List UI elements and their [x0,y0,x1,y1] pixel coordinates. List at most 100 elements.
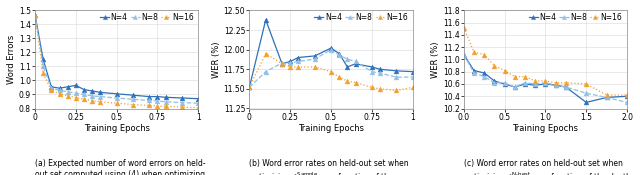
N=4 [480,72,488,74]
N=8 [195,102,202,104]
N=16 [352,82,360,84]
N=16 [113,102,120,104]
Text: (b) Word error rates on held-out set when
optimizing $\mathcal{L}^{\rm Sample}$ : (b) Word error rates on held-out set whe… [250,159,418,175]
Y-axis label: Word Errors: Word Errors [7,35,16,84]
N=8 [31,14,39,16]
N=16 [278,63,286,65]
N=8 [500,82,508,84]
N=4 [31,14,39,16]
N=4 [246,86,253,88]
N=16 [129,104,137,106]
N=16 [460,27,468,29]
N=8 [352,60,360,62]
N=4 [603,96,611,99]
Line: N=16: N=16 [247,51,415,93]
N=4 [490,80,498,82]
N=4 [562,86,570,88]
N=4 [145,96,153,98]
N=16 [603,94,611,96]
N=4 [470,69,478,72]
N=16 [311,66,319,68]
N=4 [113,93,120,95]
N=8 [72,92,80,94]
N=4 [178,97,186,99]
N=8 [541,82,549,84]
N=4 [72,84,80,86]
N=16 [470,51,478,53]
N=16 [582,83,590,85]
N=4 [129,94,137,96]
N=16 [195,107,202,109]
N=16 [368,86,376,88]
N=8 [531,83,539,85]
Line: N=16: N=16 [33,12,201,110]
N=16 [97,101,104,103]
N=4 [195,98,202,100]
N=8 [64,91,72,93]
N=8 [603,96,611,99]
N=16 [335,76,343,78]
N=8 [409,76,417,78]
N=16 [80,98,88,100]
N=4 [162,96,170,98]
Line: N=16: N=16 [461,25,630,97]
N=8 [327,49,335,51]
N=16 [31,14,39,16]
X-axis label: Training Epochs: Training Epochs [298,124,364,134]
N=8 [154,100,161,102]
N=4 [39,58,47,61]
N=4 [392,70,400,72]
N=8 [88,95,96,97]
N=4 [582,101,590,103]
N=4 [460,54,468,56]
N=16 [246,86,253,88]
N=16 [392,89,400,92]
N=8 [582,92,590,94]
N=4 [511,86,518,88]
N=16 [145,104,153,106]
N=4 [47,86,55,88]
N=8 [178,102,186,104]
Y-axis label: WER (%): WER (%) [212,41,221,78]
N=4 [409,71,417,73]
N=4 [64,86,72,88]
N=16 [500,69,508,72]
N=8 [562,86,570,88]
N=4 [327,47,335,49]
N=4 [278,63,286,65]
N=8 [460,54,468,56]
N=16 [623,94,631,96]
N=8 [294,60,302,62]
N=8 [335,54,343,56]
N=16 [480,54,488,56]
N=8 [470,72,478,74]
N=8 [286,62,294,64]
N=4 [541,83,549,85]
N=16 [521,76,529,78]
Legend: N=4, N=8, N=16: N=4, N=8, N=16 [99,12,195,23]
N=4 [286,60,294,62]
Line: N=4: N=4 [461,52,630,105]
Text: (c) Word error rates on held-out set when
optimizing $\mathcal{L}^{\rm N\text{-}: (c) Word error rates on held-out set whe… [464,159,632,175]
Line: N=8: N=8 [33,12,201,106]
N=16 [178,106,186,108]
N=8 [480,76,488,78]
N=4 [552,84,559,86]
N=16 [327,71,335,73]
N=4 [344,66,351,68]
N=8 [521,82,529,84]
N=16 [511,76,518,78]
N=16 [64,95,72,97]
N=8 [344,58,351,60]
N=8 [97,96,104,98]
N=4 [623,95,631,97]
Legend: N=4, N=8, N=16: N=4, N=8, N=16 [314,12,409,23]
N=16 [154,105,161,107]
N=16 [344,80,351,82]
N=4 [352,63,360,65]
N=4 [335,52,343,55]
Line: N=8: N=8 [247,47,415,90]
Line: N=4: N=4 [247,18,415,90]
Text: (a) Expected number of word errors on held-
out set computed using (4) when opti: (a) Expected number of word errors on he… [35,159,205,175]
Line: N=8: N=8 [461,52,630,105]
